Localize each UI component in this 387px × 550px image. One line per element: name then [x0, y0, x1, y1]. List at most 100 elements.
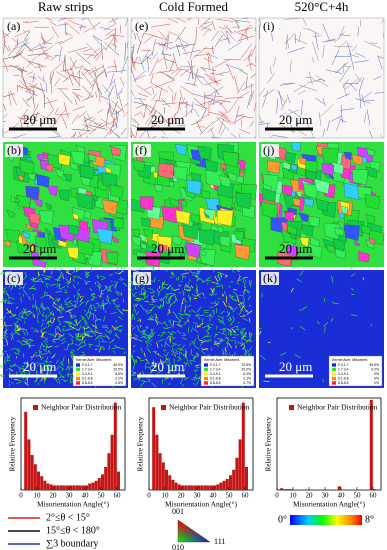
kam-speck: [14, 352, 18, 355]
grain-boundary: [150, 73, 154, 84]
kam-speck: [46, 283, 49, 285]
kam-speck: [199, 343, 203, 346]
kam-speck: [156, 342, 159, 348]
kam-speck: [184, 275, 186, 279]
kam-speck: [58, 282, 61, 290]
grain-boundary: [109, 17, 119, 23]
kam-speck: [207, 323, 210, 331]
grain-boundary: [86, 113, 91, 119]
kam-speck: [178, 292, 182, 294]
kam-speck: [174, 365, 177, 369]
kam-speck: [0, 354, 4, 357]
kam-speck: [98, 346, 102, 353]
grain-boundary: [131, 56, 135, 64]
kam-speck: [167, 383, 171, 385]
grain: [295, 190, 303, 198]
kam-speck: [217, 318, 224, 323]
kam-speck: [128, 286, 133, 291]
kam-speck: [86, 325, 90, 328]
kam-speck: [184, 289, 191, 292]
kam-speck: [240, 341, 246, 347]
kam-speck: [188, 310, 192, 313]
kam-speck: [58, 336, 61, 340]
kam-speck: [232, 306, 238, 313]
x-tick-label: 10: [34, 492, 42, 500]
grain-boundary: [25, 21, 39, 23]
kam-speck: [123, 351, 126, 354]
kam-speck: [184, 306, 186, 313]
grain-boundary: [234, 31, 248, 37]
kam-speck: [78, 325, 82, 331]
kam-speck: [321, 379, 325, 383]
kam-speck: [63, 301, 68, 305]
grain-boundary: [111, 99, 123, 111]
kam-legend-range: 1.7-3.4: [338, 367, 349, 371]
kam-legend-swatch: [76, 367, 80, 372]
kam-speck: [77, 333, 80, 337]
kam-legend-pct: 0.8%: [115, 381, 123, 385]
panel-label-bg: [261, 272, 279, 285]
grain: [189, 212, 201, 224]
kam-speck: [240, 343, 245, 347]
kam-speck: [168, 304, 173, 308]
kam-speck: [216, 279, 220, 283]
kam-speck: [96, 281, 102, 287]
grain-boundary: [220, 37, 230, 41]
panel-label: (a): [7, 19, 20, 33]
kam-speck: [55, 291, 62, 293]
grain-boundary: [131, 124, 139, 129]
kam-speck: [82, 339, 87, 344]
kam-speck: [221, 293, 225, 297]
kam-speck: [98, 318, 102, 321]
scale-bar-label: 20 μm: [279, 241, 312, 256]
kam-speck: [179, 313, 184, 316]
kam-speck: [5, 310, 11, 314]
kam-speck: [135, 311, 140, 316]
kam-speck: [177, 343, 181, 347]
kam-speck: [216, 285, 222, 287]
kam-speck: [60, 303, 63, 310]
grain: [25, 186, 39, 200]
kam-speck: [110, 312, 117, 315]
grain-boundary: [205, 52, 219, 59]
kam-speck: [210, 323, 214, 326]
kam-speck: [179, 351, 186, 357]
kam-speck: [299, 270, 304, 276]
kam-speck: [57, 333, 64, 337]
hist-bar: [85, 485, 88, 490]
grain-boundary: [62, 72, 74, 83]
grain-boundary: [100, 118, 110, 125]
grain-boundary: [293, 38, 307, 45]
kam-speck: [69, 351, 73, 354]
kam-speck: [15, 381, 22, 385]
kam-speck: [118, 270, 124, 275]
kam-speck: [183, 297, 187, 303]
kam-speck: [133, 303, 135, 311]
grain-boundary: [145, 55, 152, 60]
kam-speck: [45, 341, 49, 343]
kam-speck: [68, 333, 74, 338]
hist-bar: [181, 485, 184, 490]
kam-speck: [94, 314, 98, 322]
grain: [290, 164, 298, 171]
kam-speck: [77, 292, 81, 296]
grain-boundary: [27, 71, 34, 75]
grain-boundary: [288, 109, 303, 119]
kam-speck: [243, 306, 248, 313]
grain-boundary: [108, 109, 118, 128]
grain-boundary: [74, 93, 80, 101]
kam-speck: [228, 305, 233, 311]
grain-boundary: [302, 17, 307, 26]
grain-boundary: [82, 85, 94, 98]
kam-speck: [161, 321, 167, 325]
kam-speck: [65, 305, 73, 308]
hist-bar: [62, 485, 66, 490]
kam-speck: [248, 340, 253, 343]
kam-speck: [40, 277, 44, 284]
grain: [76, 192, 94, 210]
grain-boundary: [235, 19, 251, 23]
ipf-corner: 111: [214, 537, 225, 546]
kam-speck: [15, 317, 22, 321]
kam-speck: [108, 285, 111, 289]
grain-boundary: [245, 30, 249, 41]
